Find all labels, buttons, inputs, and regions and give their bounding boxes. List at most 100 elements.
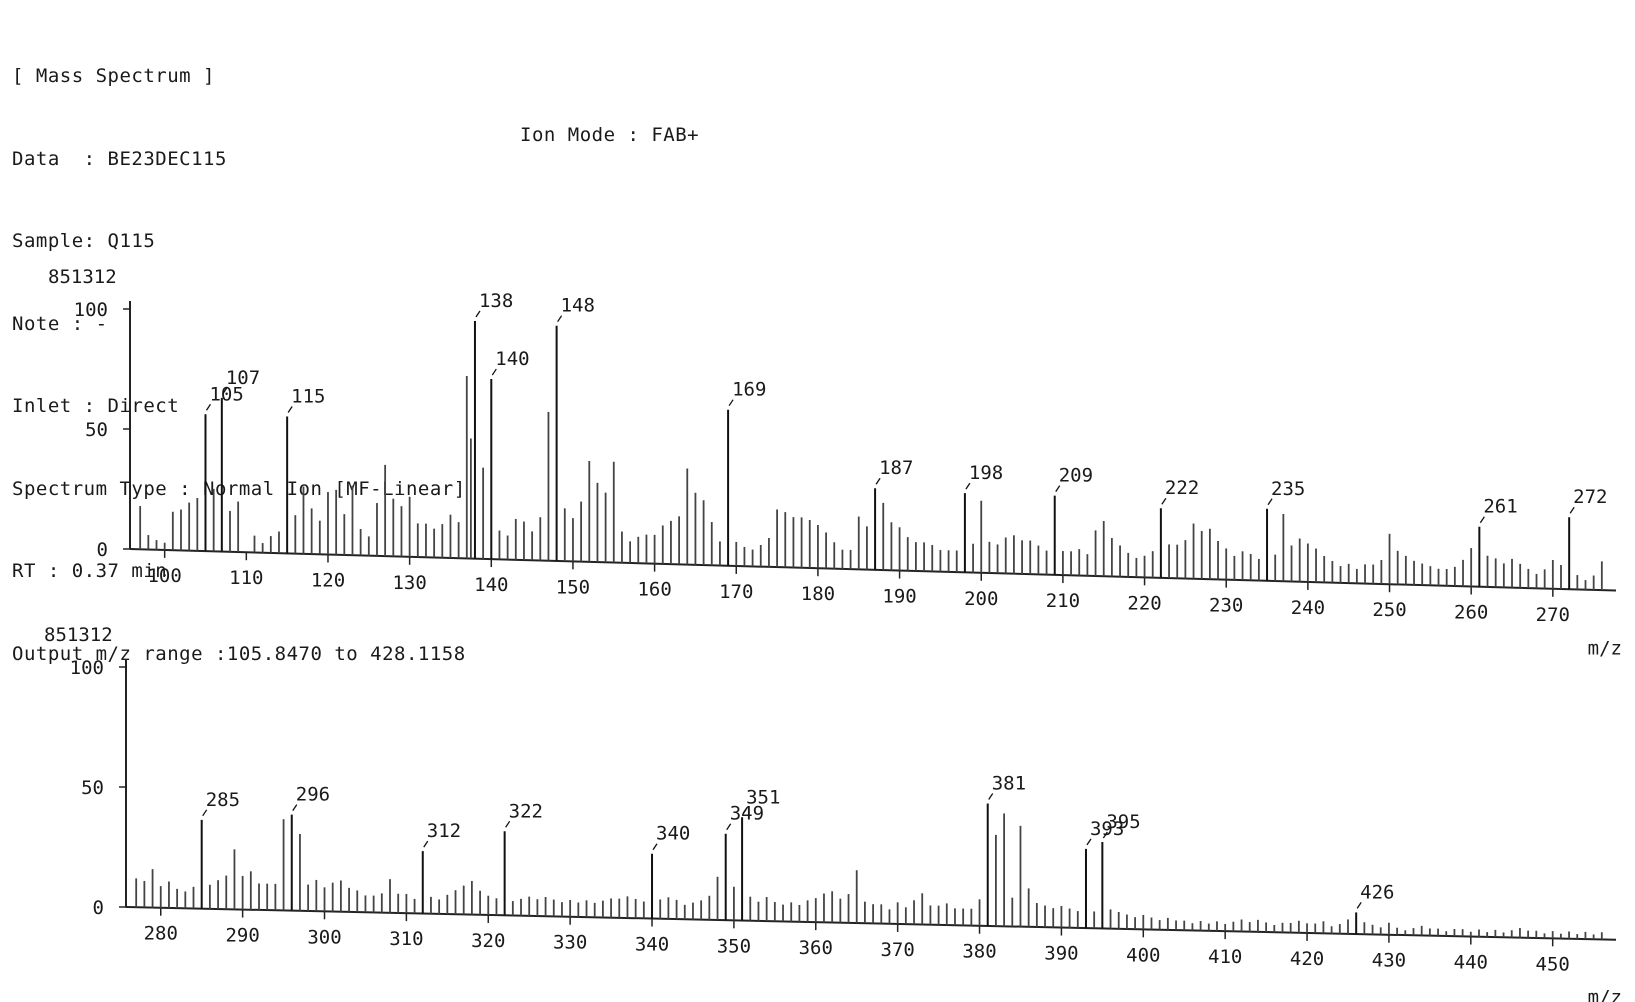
header-line-data: Data : BE23DEC115 bbox=[12, 147, 227, 170]
peak-label-tick bbox=[652, 843, 658, 851]
x-tick-label: 210 bbox=[1046, 590, 1080, 612]
spectrum-header: [ Mass Spectrum ] Data : BE23DEC115 Samp… bbox=[12, 8, 466, 696]
x-tick-label: 200 bbox=[964, 588, 998, 610]
peak-label-tick bbox=[742, 806, 748, 814]
peak-label: 393 bbox=[1090, 818, 1124, 840]
peak-label: 296 bbox=[296, 784, 330, 806]
x-axis-label: m/z bbox=[1588, 637, 1622, 659]
x-tick-label: 300 bbox=[307, 926, 341, 948]
x-tick-label: 330 bbox=[553, 932, 587, 954]
peak-label-tick bbox=[205, 403, 212, 411]
x-tick-label: 270 bbox=[1536, 604, 1570, 626]
x-tick-label: 220 bbox=[1127, 592, 1161, 614]
peak-label: 115 bbox=[291, 386, 325, 408]
peak-label: 261 bbox=[1483, 496, 1517, 518]
header-line-rt: RT : 0.37 min bbox=[12, 560, 168, 582]
y-tick-label: 0 bbox=[93, 897, 104, 919]
x-tick-label: 130 bbox=[392, 572, 426, 594]
peak-label: 148 bbox=[561, 295, 595, 317]
peak-label-tick bbox=[1161, 497, 1167, 505]
x-tick-label: 120 bbox=[311, 569, 345, 591]
peak-label-tick bbox=[726, 823, 732, 831]
x-tick-label: 410 bbox=[1208, 946, 1242, 968]
header-line-spectrum-type: Spectrum Type : Normal Ion [MF-Linear] bbox=[12, 477, 466, 500]
header-line-note: Note : - bbox=[12, 312, 108, 335]
peak-label-tick bbox=[1479, 516, 1485, 524]
peak-label: 351 bbox=[746, 786, 780, 808]
peak-label-tick bbox=[875, 477, 881, 485]
x-axis-label: m/z bbox=[1588, 987, 1622, 1002]
ion-mode-label: Ion Mode : FAB+ bbox=[520, 124, 700, 146]
x-tick-label: 340 bbox=[635, 934, 669, 956]
peak-label-tick bbox=[287, 406, 293, 413]
x-tick-label: 260 bbox=[1454, 601, 1488, 623]
y-tick-label: 0 bbox=[97, 539, 108, 561]
x-tick-label: 360 bbox=[799, 937, 833, 959]
header-line-output-range: Output m/z range :105.8470 to 428.1158 bbox=[12, 642, 466, 665]
x-tick-label: 350 bbox=[717, 935, 751, 957]
peak-label-tick bbox=[292, 804, 298, 811]
peak-label-tick bbox=[222, 387, 228, 395]
x-tick-label: 100 bbox=[147, 565, 181, 587]
peak-label: 209 bbox=[1059, 465, 1093, 487]
peak-label: 140 bbox=[495, 348, 529, 370]
x-tick-label: 380 bbox=[962, 941, 996, 963]
x-tick-label: 290 bbox=[225, 925, 259, 947]
x-tick-label: 160 bbox=[637, 579, 671, 601]
x-tick-label: 310 bbox=[389, 928, 423, 950]
peak-label-tick bbox=[1356, 902, 1362, 909]
peak-label-tick bbox=[1569, 506, 1575, 514]
x-tick-label: 180 bbox=[801, 583, 835, 605]
x-axis-line bbox=[125, 906, 1617, 941]
peak-label: 349 bbox=[730, 803, 764, 825]
peak-label-tick bbox=[1086, 838, 1092, 846]
peak-label-tick bbox=[491, 368, 497, 376]
peak-label-tick bbox=[557, 315, 563, 323]
y-tick-label: 100 bbox=[74, 299, 108, 321]
peak-label: 235 bbox=[1271, 478, 1305, 500]
x-axis-line bbox=[129, 548, 1617, 592]
base-intensity-label: 851312 bbox=[44, 624, 113, 646]
peak-label: 395 bbox=[1106, 811, 1140, 833]
peak-label-tick bbox=[1055, 485, 1061, 492]
peak-label: 222 bbox=[1165, 477, 1199, 499]
header-line-sample: Sample: Q115 bbox=[12, 230, 156, 252]
x-tick-label: 170 bbox=[719, 581, 753, 603]
peak-label: 105 bbox=[209, 383, 243, 405]
peak-label: 322 bbox=[509, 800, 543, 822]
x-tick-label: 240 bbox=[1291, 597, 1325, 619]
x-tick-label: 400 bbox=[1126, 944, 1160, 966]
x-tick-label: 150 bbox=[556, 576, 590, 598]
x-tick-label: 280 bbox=[144, 923, 178, 945]
peak-label: 272 bbox=[1573, 486, 1607, 508]
x-tick-label: 370 bbox=[880, 939, 914, 961]
peak-label: 107 bbox=[226, 367, 260, 389]
header-line-title: [ Mass Spectrum ] bbox=[12, 65, 215, 87]
peak-label: 285 bbox=[206, 789, 240, 811]
peak-label-tick bbox=[1267, 498, 1273, 506]
y-tick-label: 100 bbox=[70, 657, 104, 679]
peak-label: 426 bbox=[1360, 881, 1394, 903]
x-tick-label: 250 bbox=[1372, 599, 1406, 621]
x-tick-label: 110 bbox=[229, 567, 263, 589]
x-tick-label: 440 bbox=[1454, 952, 1488, 974]
peak-label-tick bbox=[202, 809, 208, 817]
base-intensity-label: 851312 bbox=[48, 266, 117, 288]
peak-label-tick bbox=[728, 399, 734, 407]
peak-label: 381 bbox=[992, 773, 1026, 795]
x-tick-label: 420 bbox=[1290, 948, 1324, 970]
peak-label: 187 bbox=[879, 457, 913, 479]
peak-label-tick bbox=[988, 793, 994, 800]
x-tick-label: 390 bbox=[1044, 943, 1078, 965]
x-tick-label: 140 bbox=[474, 574, 508, 596]
peak-label: 340 bbox=[656, 823, 690, 845]
x-tick-label: 230 bbox=[1209, 595, 1243, 617]
peak-label: 198 bbox=[969, 462, 1003, 484]
peak-label: 312 bbox=[427, 820, 461, 842]
peak-label-tick bbox=[965, 482, 971, 490]
header-line-inlet: Inlet : Direct bbox=[12, 395, 180, 417]
y-tick-label: 50 bbox=[85, 419, 108, 441]
x-tick-label: 320 bbox=[471, 930, 505, 952]
x-tick-label: 430 bbox=[1372, 950, 1406, 972]
peak-label-tick bbox=[423, 840, 429, 848]
